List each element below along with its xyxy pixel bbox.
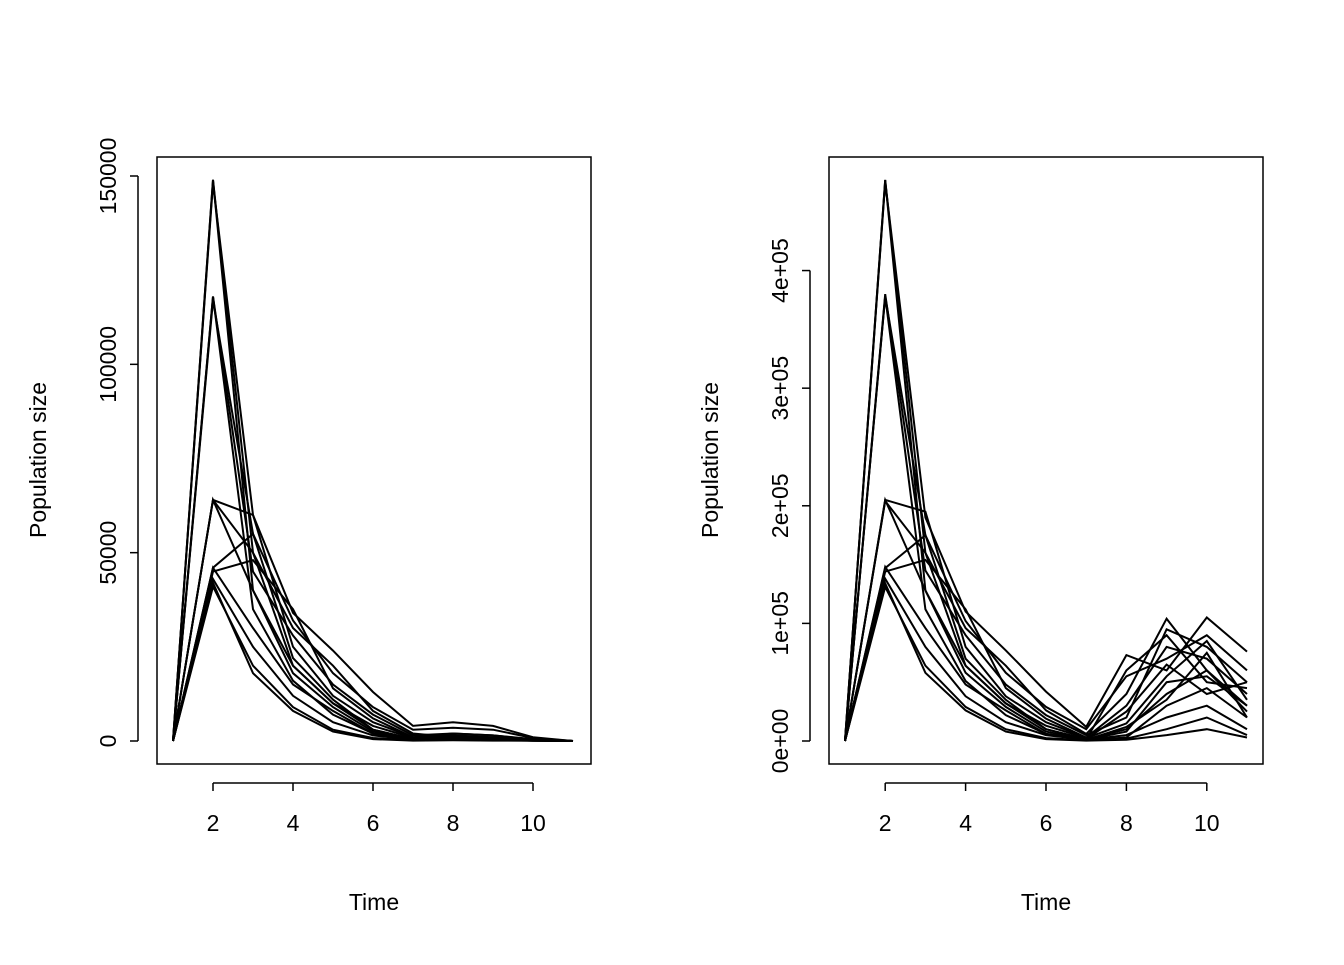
x-tick-label: 10 bbox=[520, 810, 546, 836]
series-line-13 bbox=[172, 496, 574, 742]
series-line-10 bbox=[844, 576, 1248, 742]
series-line-1 bbox=[844, 182, 1248, 742]
series-line-1 bbox=[172, 183, 574, 742]
x-tick-label: 2 bbox=[879, 810, 892, 836]
y-axis-title: Population size bbox=[25, 382, 51, 538]
y-tick-label: 3e+05 bbox=[767, 356, 793, 421]
y-tick-label: 2e+05 bbox=[767, 473, 793, 538]
series-line-8 bbox=[844, 580, 1248, 742]
x-tick-label: 2 bbox=[207, 810, 220, 836]
y-tick-label: 0e+00 bbox=[767, 709, 793, 774]
x-tick-label: 6 bbox=[367, 810, 380, 836]
series-line-5 bbox=[172, 497, 574, 742]
x-tick-label: 8 bbox=[1120, 810, 1133, 836]
series-line-10 bbox=[172, 576, 574, 742]
x-axis-title: Time bbox=[349, 889, 399, 915]
series-line-14 bbox=[172, 559, 574, 742]
y-tick-label: 1e+05 bbox=[767, 591, 793, 656]
plot-frame bbox=[828, 156, 1264, 765]
series-line-11 bbox=[844, 179, 1248, 742]
x-tick-label: 4 bbox=[287, 810, 300, 836]
x-tick-label: 4 bbox=[959, 810, 972, 836]
left-panel: Time Population size 2 4 6 8 10 0 50000 100000 1… bbox=[25, 138, 592, 915]
series-line-13 bbox=[844, 496, 1248, 742]
y-tick-label: 4e+05 bbox=[767, 238, 793, 303]
y-tick-label: 150000 bbox=[95, 138, 121, 215]
plot-frame bbox=[156, 156, 592, 765]
y-tick-label: 0 bbox=[95, 735, 121, 748]
y-tick-label: 50000 bbox=[95, 521, 121, 585]
x-axis-title: Time bbox=[1021, 889, 1071, 915]
right-panel: Time Population size 2 4 6 8 10 0e+00 1e+05 2e+… bbox=[697, 156, 1264, 915]
series-line-4 bbox=[844, 498, 1248, 742]
series-line-9 bbox=[844, 584, 1248, 742]
series-line-2 bbox=[844, 293, 1248, 742]
x-tick-label: 6 bbox=[1040, 810, 1053, 836]
x-tick-label: 8 bbox=[447, 810, 460, 836]
series-line-4 bbox=[172, 498, 574, 742]
y-tick-label: 100000 bbox=[95, 326, 121, 403]
series-line-5 bbox=[844, 498, 1248, 742]
series-line-14 bbox=[844, 558, 1248, 742]
x-tick-label: 10 bbox=[1194, 810, 1220, 836]
series-line-12 bbox=[844, 296, 1248, 742]
y-axis-title: Population size bbox=[697, 382, 723, 538]
